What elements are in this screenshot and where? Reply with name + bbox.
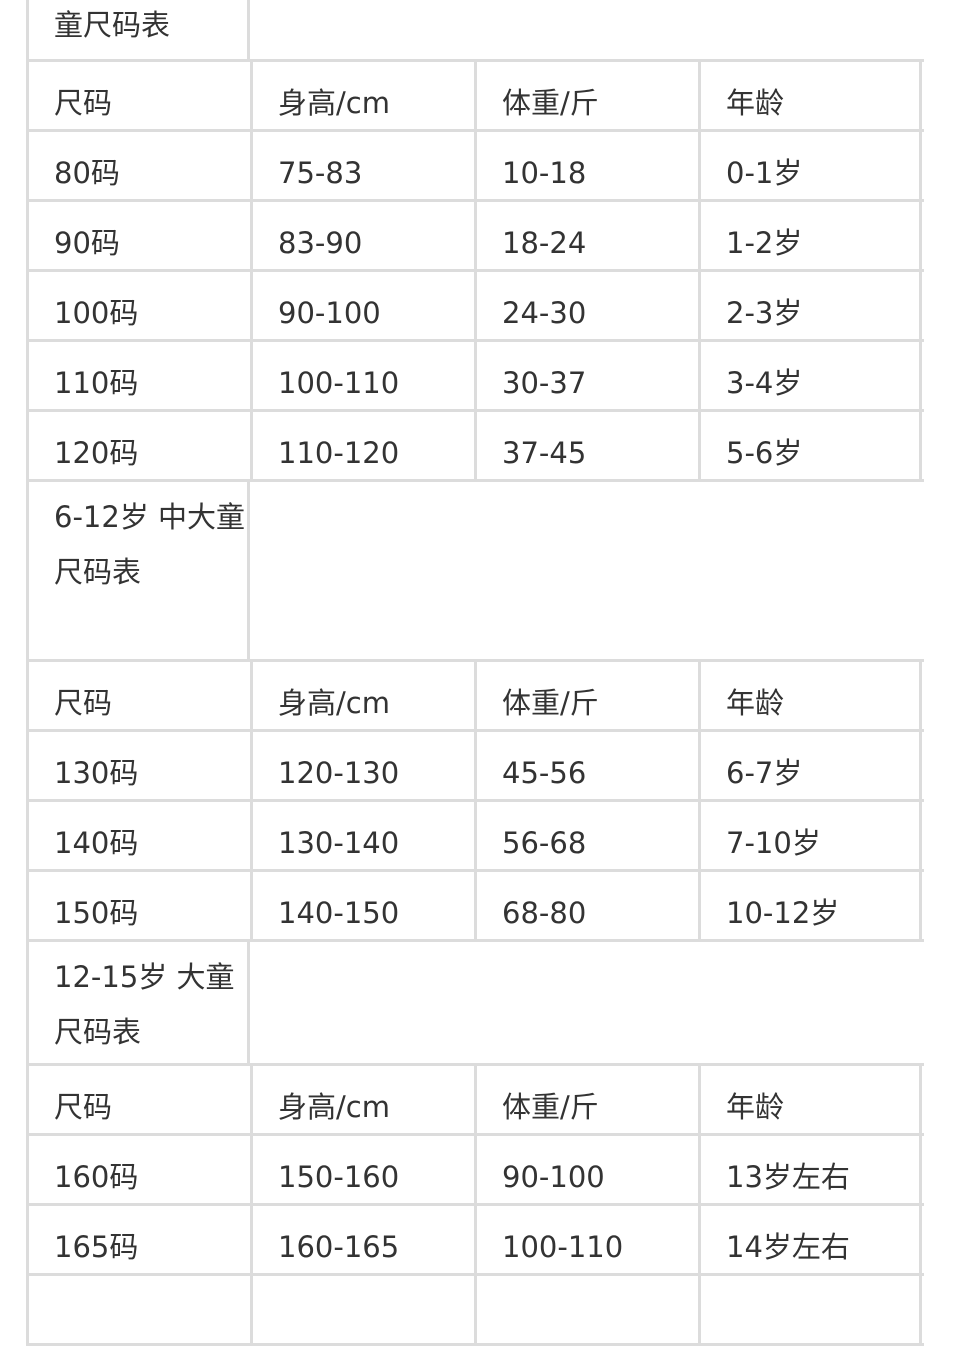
header-row: 尺码 身高/cm 体重/斤 年龄 [26,1066,924,1136]
table-cell: 160-165 [250,1206,474,1273]
table-cell: 10-18 [474,132,698,199]
header-cell: 尺码 [26,662,250,729]
table-cell: 45-56 [474,732,698,799]
table-cell [474,1276,698,1343]
header-cell: 年龄 [698,662,922,729]
table-cell: 14岁左右 [698,1206,922,1273]
table-row: 160码 150-160 90-100 13岁左右 [26,1136,924,1206]
table-cell: 18-24 [474,202,698,269]
header-cell: 体重/斤 [474,62,698,129]
section-title-row: 童尺码表 [26,0,924,62]
table-cell: 90-100 [474,1136,698,1203]
table-cell: 75-83 [250,132,474,199]
header-cell: 年龄 [698,1066,922,1133]
table-cell: 140码 [26,802,250,869]
section-title: 童尺码表 [26,0,250,59]
table-row: 150码 140-150 68-80 10-12岁 [26,872,924,942]
header-cell: 尺码 [26,62,250,129]
table-cell: 110码 [26,342,250,409]
table-cell: 130-140 [250,802,474,869]
section-title: 12-15岁 大童尺码表 [26,942,250,1063]
table-cell: 3-4岁 [698,342,922,409]
header-row: 尺码 身高/cm 体重/斤 年龄 [26,62,924,132]
table-row: 130码 120-130 45-56 6-7岁 [26,732,924,802]
table-cell: 80码 [26,132,250,199]
table-cell: 6-7岁 [698,732,922,799]
section-title-row: 6-12岁 中大童尺码表 [26,482,924,662]
table-cell: 30-37 [474,342,698,409]
table-cell: 5-6岁 [698,412,922,479]
header-cell: 体重/斤 [474,662,698,729]
table-row: 140码 130-140 56-68 7-10岁 [26,802,924,872]
table-cell [26,1276,250,1343]
table-row: 120码 110-120 37-45 5-6岁 [26,412,924,482]
section-title: 6-12岁 中大童尺码表 [26,482,250,659]
table-cell: 83-90 [250,202,474,269]
section-title-row: 12-15岁 大童尺码表 [26,942,924,1066]
header-cell: 身高/cm [250,1066,474,1133]
header-cell: 尺码 [26,1066,250,1133]
table-cell: 13岁左右 [698,1136,922,1203]
size-chart-table: 童尺码表 尺码 身高/cm 体重/斤 年龄 80码 75-83 10-18 0-1岁 90码 83-… [26,0,924,1346]
table-row [26,1276,924,1346]
table-cell: 150码 [26,872,250,939]
table-cell: 110-120 [250,412,474,479]
table-cell: 160码 [26,1136,250,1203]
table-cell: 56-68 [474,802,698,869]
header-row: 尺码 身高/cm 体重/斤 年龄 [26,662,924,732]
table-cell: 0-1岁 [698,132,922,199]
table-cell: 100-110 [250,342,474,409]
header-cell: 年龄 [698,62,922,129]
table-row: 100码 90-100 24-30 2-3岁 [26,272,924,342]
table-cell: 130码 [26,732,250,799]
table-cell: 165码 [26,1206,250,1273]
table-cell [250,1276,474,1343]
table-cell: 150-160 [250,1136,474,1203]
table-cell: 10-12岁 [698,872,922,939]
table-cell: 37-45 [474,412,698,479]
table-cell: 1-2岁 [698,202,922,269]
table-cell: 2-3岁 [698,272,922,339]
table-row: 90码 83-90 18-24 1-2岁 [26,202,924,272]
header-cell: 身高/cm [250,62,474,129]
table-cell: 90码 [26,202,250,269]
header-cell: 身高/cm [250,662,474,729]
table-cell: 7-10岁 [698,802,922,869]
table-cell: 100码 [26,272,250,339]
table-cell: 140-150 [250,872,474,939]
table-cell: 120-130 [250,732,474,799]
table-cell: 90-100 [250,272,474,339]
table-cell: 120码 [26,412,250,479]
table-cell: 100-110 [474,1206,698,1273]
table-cell: 68-80 [474,872,698,939]
table-row: 110码 100-110 30-37 3-4岁 [26,342,924,412]
table-row: 80码 75-83 10-18 0-1岁 [26,132,924,202]
table-cell [698,1276,922,1343]
table-cell: 24-30 [474,272,698,339]
table-row: 165码 160-165 100-110 14岁左右 [26,1206,924,1276]
header-cell: 体重/斤 [474,1066,698,1133]
